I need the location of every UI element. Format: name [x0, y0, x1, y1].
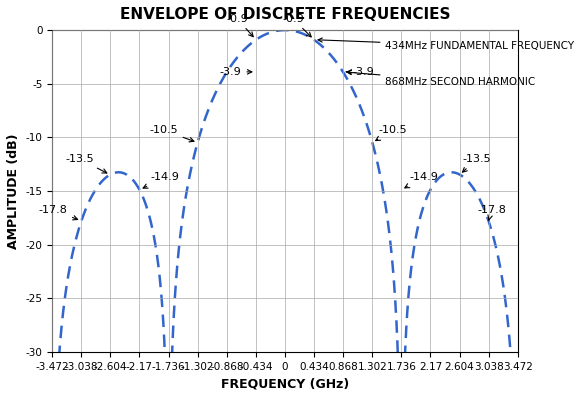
Text: -17.8: -17.8 [477, 204, 506, 220]
Text: -17.8: -17.8 [38, 204, 78, 220]
Text: -3.9: -3.9 [346, 67, 374, 77]
Text: -13.5: -13.5 [463, 154, 491, 172]
Text: -14.9: -14.9 [405, 172, 438, 188]
Text: -0.9: -0.9 [226, 13, 253, 37]
Text: -3.9: -3.9 [219, 67, 252, 77]
Text: -10.5: -10.5 [149, 125, 194, 142]
Text: -14.9: -14.9 [143, 172, 180, 188]
Text: -13.5: -13.5 [66, 154, 107, 173]
X-axis label: FREQUENCY (GHz): FREQUENCY (GHz) [221, 377, 349, 390]
Text: -0.9: -0.9 [282, 13, 311, 37]
Text: 434MHz FUNDAMENTAL FREQUENCY: 434MHz FUNDAMENTAL FREQUENCY [318, 38, 574, 51]
Text: 868MHz SECOND HARMONIC: 868MHz SECOND HARMONIC [347, 71, 536, 87]
Y-axis label: AMPLITUDE (dB): AMPLITUDE (dB) [7, 133, 20, 249]
Title: ENVELOPE OF DISCRETE FREQUENCIES: ENVELOPE OF DISCRETE FREQUENCIES [120, 7, 450, 22]
Text: -10.5: -10.5 [376, 125, 407, 141]
